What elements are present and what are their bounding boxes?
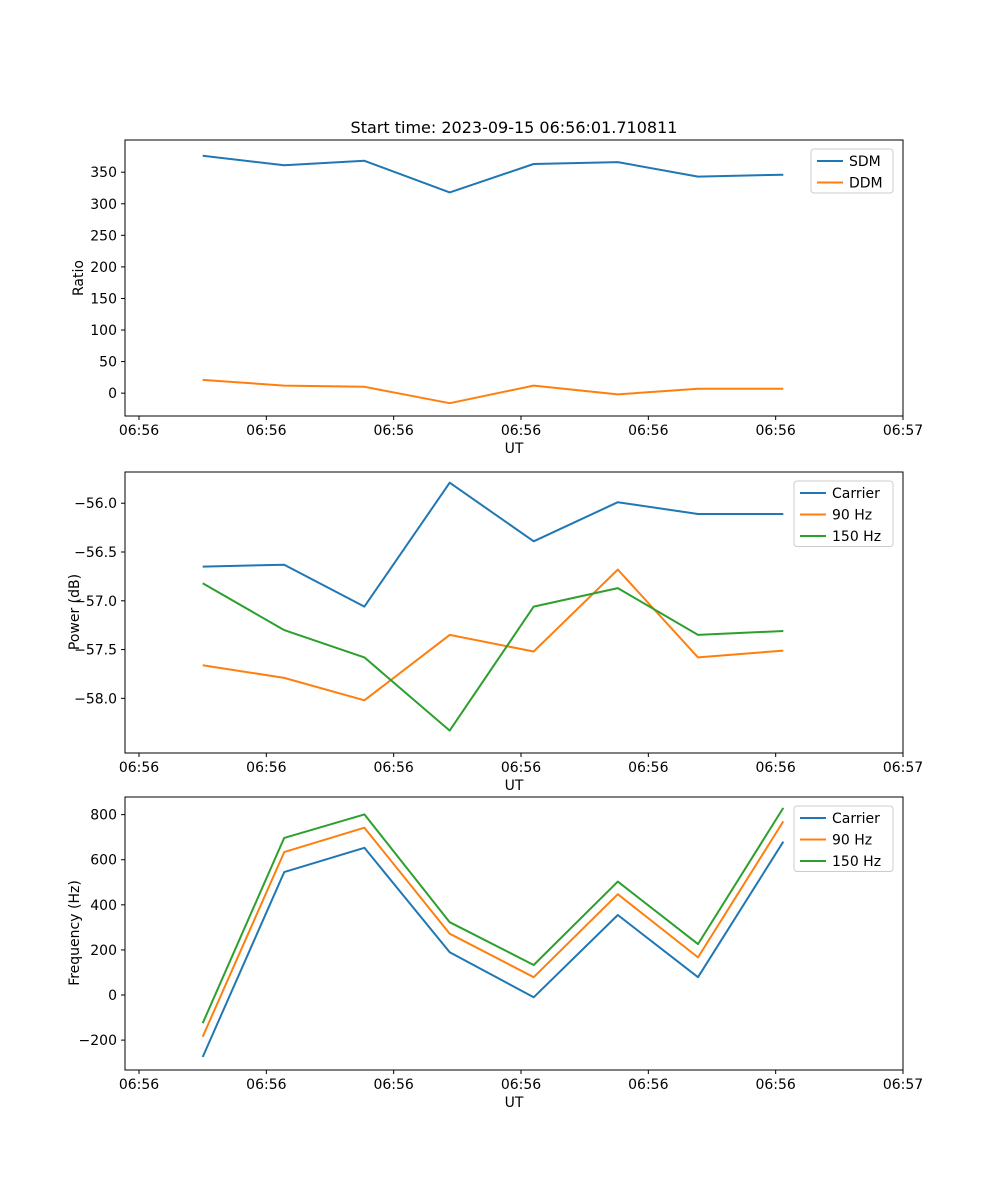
legend-item-carrier: Carrier — [800, 486, 880, 502]
legend-label-90-hz: 90 Hz — [832, 508, 872, 524]
axes-box — [124, 471, 904, 754]
legend: SDM DDM — [810, 148, 894, 194]
y-tick-label: 300 — [90, 197, 117, 213]
legend-label-150-hz: 150 Hz — [832, 854, 881, 870]
legend-item-90-hz: 90 Hz — [800, 833, 872, 849]
legend: Carrier 90 Hz 150 Hz — [793, 480, 894, 547]
legend-box — [793, 805, 894, 872]
x-tick-label: 06:56 — [755, 760, 795, 776]
y-tick-label: 200 — [90, 260, 117, 276]
y-tick-label: 150 — [90, 291, 117, 307]
y-tick-label: 200 — [90, 943, 117, 959]
x-tick-label: 06:57 — [883, 423, 923, 439]
y-tick-label: −57.5 — [74, 643, 117, 659]
y-axis-label-power: Power (dB) — [67, 573, 83, 651]
x-axis-label-ut-bottom: UT — [504, 1095, 524, 1111]
x-tick-label: 06:56 — [246, 1077, 286, 1093]
legend-label-sdm: SDM — [849, 154, 881, 170]
legend-label-ddm: DDM — [849, 176, 883, 192]
legend-label-150-hz: 150 Hz — [832, 529, 881, 545]
subplot-frequency-hz: −200 0 200 400 600 800 06:56 06:56 06:56 06:56 06:… — [79, 796, 923, 1093]
y-tick-label: −58.0 — [74, 691, 117, 707]
legend-box — [793, 480, 894, 547]
figure-title: Start time: 2023-09-15 06:56:01.710811 — [350, 118, 678, 137]
legend-item-90-hz: 90 Hz — [800, 508, 872, 524]
legend-item-ddm: DDM — [817, 176, 883, 192]
y-tick-label: −200 — [79, 1033, 117, 1049]
x-tick-label: 06:56 — [628, 423, 668, 439]
x-tick-label: 06:57 — [883, 760, 923, 776]
y-tick-label: 600 — [90, 853, 117, 869]
x-tick-label: 06:56 — [246, 423, 286, 439]
series-line-carrier — [201, 841, 785, 1058]
y-tick-label: 100 — [90, 323, 117, 339]
legend-item-sdm: SDM — [817, 154, 881, 170]
y-tick-label: 250 — [90, 228, 117, 244]
x-tick-label: 06:56 — [501, 423, 541, 439]
y-tick-label: −57.0 — [74, 594, 117, 610]
x-tick-label: 06:56 — [501, 760, 541, 776]
x-tick-label: 06:56 — [501, 1077, 541, 1093]
series-line-150-hz — [201, 807, 785, 1024]
y-tick-label: 0 — [108, 386, 117, 402]
y-tick-label: −56.0 — [74, 496, 117, 512]
y-axis-label-frequency: Frequency (Hz) — [67, 880, 83, 986]
x-tick-label: 06:56 — [119, 423, 159, 439]
subplot-power-db: −56.0 −56.5 −57.0 −57.5 −58.0 06:56 06:56 06:56… — [74, 471, 923, 776]
x-tick-label: 06:56 — [246, 760, 286, 776]
legend-item-carrier: Carrier — [800, 811, 880, 827]
series-line-ddm — [202, 378, 784, 405]
x-tick-label: 06:56 — [119, 760, 159, 776]
x-tick-label: 06:56 — [628, 760, 668, 776]
series-line-150-hz — [202, 582, 784, 732]
y-tick-label: −56.5 — [74, 545, 117, 561]
series-line-90-hz — [201, 820, 785, 1038]
legend-item-150-hz: 150 Hz — [800, 854, 881, 870]
legend-label-carrier: Carrier — [832, 486, 880, 502]
y-tick-label: 0 — [108, 988, 117, 1004]
subplot-ratio: 0 50 100 150 200 250 300 350 06:56 06:56 06:56 06:5… — [90, 139, 923, 439]
legend-label-90-hz: 90 Hz — [832, 833, 872, 849]
y-tick-label: 400 — [90, 898, 117, 914]
x-tick-label: 06:56 — [628, 1077, 668, 1093]
axes-box — [124, 139, 904, 417]
y-axis-label-ratio: Ratio — [71, 260, 87, 296]
series-line-sdm — [202, 154, 784, 194]
legend-label-carrier: Carrier — [832, 811, 880, 827]
x-axis-label-ut-top: UT — [504, 441, 524, 457]
y-tick-label: 800 — [90, 808, 117, 824]
x-tick-label: 06:56 — [755, 423, 795, 439]
x-axis-label-ut-middle: UT — [504, 778, 524, 794]
x-tick-label: 06:56 — [373, 423, 413, 439]
series-line-carrier — [202, 481, 784, 608]
x-tick-label: 06:57 — [883, 1077, 923, 1093]
series-line-90-hz — [202, 568, 784, 702]
x-tick-label: 06:56 — [373, 1077, 413, 1093]
y-tick-label: 50 — [99, 355, 117, 371]
axes-box — [124, 796, 904, 1071]
x-tick-label: 06:56 — [119, 1077, 159, 1093]
legend: Carrier 90 Hz 150 Hz — [793, 805, 894, 872]
legend-item-150-hz: 150 Hz — [800, 529, 881, 545]
y-tick-label: 350 — [90, 165, 117, 181]
x-tick-label: 06:56 — [755, 1077, 795, 1093]
x-tick-label: 06:56 — [373, 760, 413, 776]
